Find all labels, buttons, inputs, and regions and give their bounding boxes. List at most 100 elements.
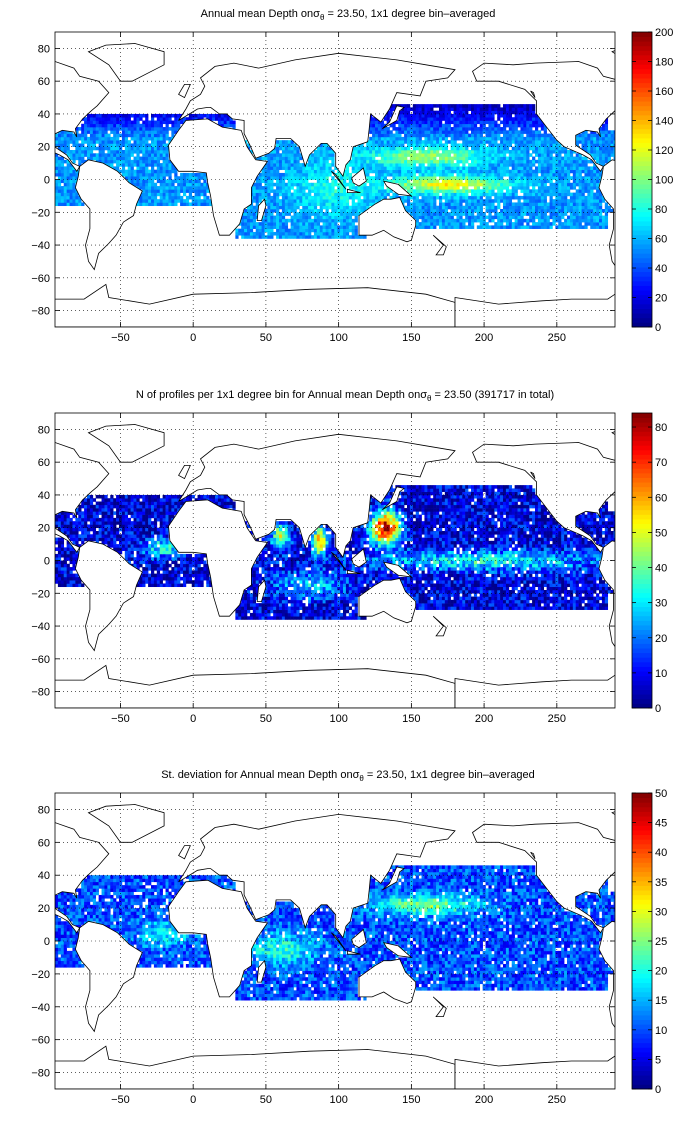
- heatmap-cell: [421, 127, 425, 131]
- heatmap-cell: [281, 606, 286, 610]
- heatmap-cell: [590, 212, 594, 216]
- heatmap-cell: [380, 120, 385, 125]
- heatmap-cell: [142, 202, 146, 207]
- heatmap-cell: [360, 186, 364, 190]
- heatmap-cell: [517, 222, 521, 226]
- heatmap-cell: [517, 186, 521, 190]
- heatmap-cell: [404, 113, 408, 118]
- heatmap-cell: [430, 146, 434, 151]
- heatmap-cell: [337, 603, 341, 607]
- heatmap-cell: [421, 192, 425, 197]
- heatmap-cell: [328, 199, 332, 203]
- heatmap-cell: [66, 182, 70, 187]
- heatmap-cell: [599, 156, 603, 161]
- heatmap-cell: [69, 140, 73, 144]
- heatmap-cell: [537, 117, 542, 121]
- heatmap-cell: [549, 176, 553, 180]
- heatmap-cell: [465, 189, 469, 193]
- heatmap-cell: [322, 225, 326, 229]
- heatmap-cell: [398, 110, 402, 115]
- heatmap-cell: [363, 186, 367, 190]
- heatmap-cell: [328, 231, 332, 236]
- heatmap-cell: [450, 166, 454, 170]
- heatmap-cell: [555, 172, 559, 177]
- heatmap-cell: [503, 215, 507, 220]
- heatmap-cell: [377, 159, 382, 164]
- heatmap-cell: [148, 202, 152, 207]
- heatmap-cell: [380, 172, 385, 177]
- heatmap-cell: [424, 117, 428, 121]
- heatmap-cell: [95, 127, 99, 131]
- heatmap-cell: [331, 212, 335, 216]
- heatmap-cell: [508, 199, 513, 203]
- heatmap-cell: [529, 215, 533, 220]
- heatmap-cell: [439, 215, 443, 220]
- heatmap-cell: [569, 169, 574, 174]
- heatmap-cell: [69, 176, 73, 180]
- heatmap-cell: [587, 186, 591, 190]
- heatmap-cell: [270, 186, 274, 190]
- heatmap-cell: [485, 189, 489, 193]
- heatmap-cell: [110, 153, 114, 157]
- heatmap-cell: [465, 156, 469, 161]
- heatmap-cell: [593, 163, 597, 167]
- heatmap-cell: [264, 612, 268, 617]
- heatmap-cell: [549, 169, 553, 174]
- heatmap-cell: [389, 163, 393, 167]
- heatmap-cell: [244, 603, 248, 607]
- heatmap-cell: [561, 172, 565, 177]
- heatmap-cell: [319, 612, 323, 617]
- heatmap-cell: [142, 176, 146, 180]
- heatmap-cell: [567, 169, 571, 174]
- heatmap-cell: [203, 192, 207, 197]
- heatmap-cell: [485, 153, 489, 157]
- heatmap-cell: [453, 120, 457, 125]
- heatmap-cell: [584, 202, 588, 207]
- heatmap-cell: [98, 130, 102, 134]
- heatmap-cell: [375, 140, 379, 144]
- heatmap-cell: [345, 166, 350, 170]
- heatmap-cell: [584, 218, 588, 223]
- heatmap-cell: [325, 606, 329, 610]
- heatmap-cell: [439, 110, 443, 115]
- heatmap-cell: [497, 163, 501, 167]
- heatmap-cell: [200, 199, 204, 203]
- heatmap-cell: [468, 182, 472, 187]
- heatmap-cell: [287, 143, 291, 148]
- heatmap-cell: [407, 123, 411, 128]
- heatmap-cell: [159, 153, 163, 157]
- heatmap-cell: [601, 140, 606, 144]
- heatmap-cell: [319, 176, 323, 180]
- y-tick-label: −40: [31, 240, 50, 252]
- heatmap-cell: [78, 153, 82, 157]
- heatmap-cell: [130, 123, 134, 128]
- heatmap-cell: [433, 146, 437, 151]
- heatmap-cell: [162, 143, 166, 148]
- heatmap-cell: [78, 136, 82, 141]
- heatmap-cell: [459, 150, 463, 154]
- heatmap-cell: [177, 195, 181, 200]
- heatmap-cell: [273, 218, 277, 223]
- heatmap-cell: [343, 215, 347, 220]
- heatmap-cell: [424, 176, 428, 180]
- heatmap-cell: [447, 120, 451, 125]
- heatmap-cell: [418, 120, 422, 125]
- heatmap-cell: [409, 159, 414, 164]
- heatmap-cell: [75, 146, 79, 151]
- heatmap-cell: [415, 166, 419, 170]
- heatmap-cell: [284, 172, 289, 177]
- heatmap-cell: [153, 195, 158, 200]
- heatmap-cell: [258, 189, 262, 193]
- heatmap-cell: [351, 150, 355, 154]
- heatmap-cell: [351, 222, 355, 226]
- heatmap-cell: [55, 140, 59, 144]
- heatmap-cell: [462, 156, 466, 161]
- heatmap-cell: [331, 195, 335, 200]
- heatmap-cell: [180, 179, 184, 184]
- heatmap-cell: [343, 189, 347, 193]
- heatmap-cell: [270, 156, 274, 161]
- heatmap-cell: [418, 136, 422, 141]
- heatmap-cell: [584, 156, 588, 161]
- heatmap-cell: [453, 222, 457, 226]
- heatmap-cell: [485, 172, 489, 177]
